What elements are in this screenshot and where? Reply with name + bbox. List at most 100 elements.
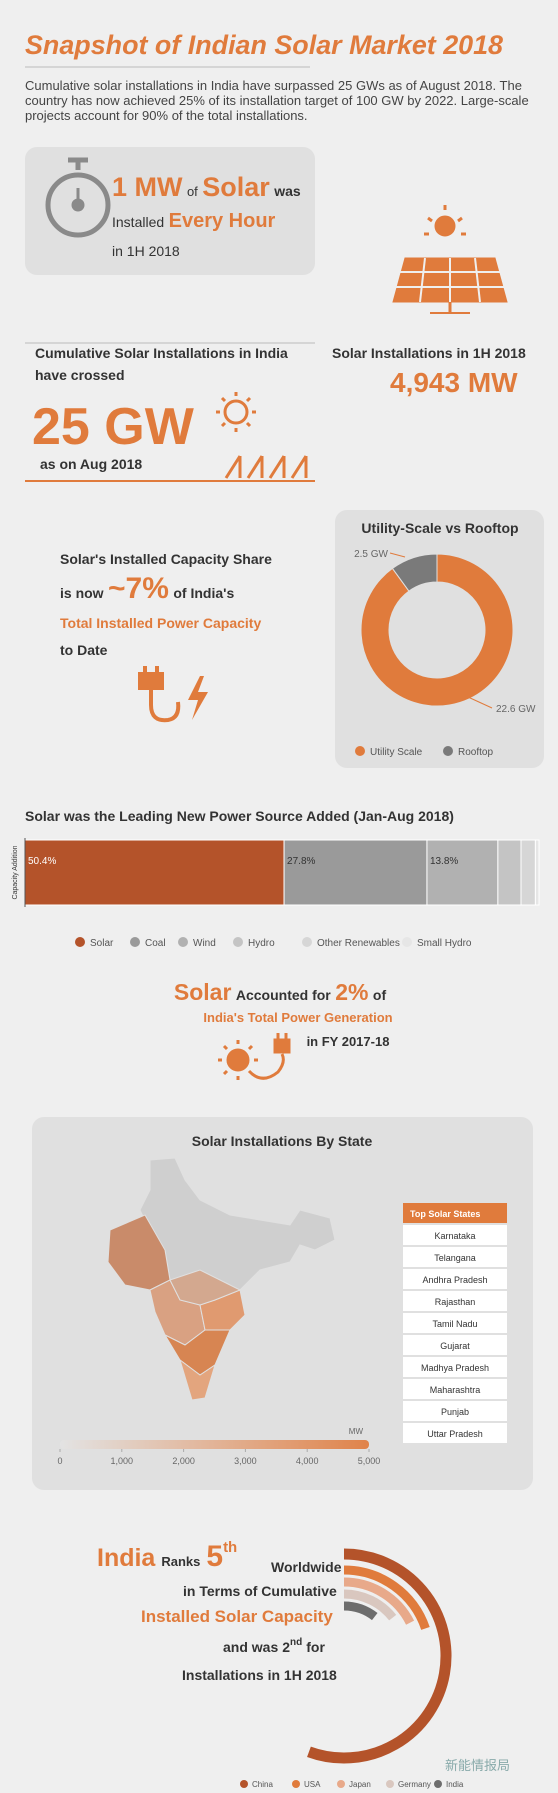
ranking-line1: India Ranks 5th: [97, 1539, 237, 1573]
legend-label: Hydro: [248, 938, 275, 949]
share-line4: to Date: [60, 642, 108, 658]
donut-slice: [360, 553, 514, 707]
legend-swatch: [302, 937, 312, 947]
table-row: [403, 1225, 507, 1245]
table-row: [403, 1423, 507, 1443]
hourly-line2: Installed Every Hour: [112, 210, 276, 232]
table-cell: Telangana: [434, 1253, 476, 1263]
generation-line3: in FY 2017-18: [307, 1034, 390, 1049]
ranking-india: India: [97, 1544, 156, 1572]
ranking-line3: Installed Solar Capacity: [141, 1607, 333, 1626]
bar-segment: [426, 839, 499, 906]
india-map: [107, 1157, 336, 1401]
table-row: [403, 1335, 507, 1355]
ranking-ranks: Ranks: [161, 1554, 200, 1569]
legend-swatch: [434, 1780, 442, 1788]
generation-line2: India's Total Power Generation: [203, 1010, 392, 1025]
t: 2: [282, 1639, 290, 1655]
cumulative-label: Cumulative Solar Installations in India: [35, 345, 288, 361]
title: Snapshot of Indian Solar Market 2018: [25, 30, 503, 60]
legend-label: Other Renewables: [317, 938, 400, 949]
bar-segment: [520, 839, 536, 906]
share-line3: Total Installed Power Capacity: [60, 615, 261, 631]
table-row: [403, 1379, 507, 1399]
table-header-text: Top Solar States: [410, 1209, 480, 1219]
legend-swatch: [355, 746, 365, 756]
legend-swatch: [178, 937, 188, 947]
x-tick-label: 1,000: [111, 1456, 134, 1466]
table-cell: Madhya Pradesh: [421, 1363, 489, 1373]
table-cell: Karnataka: [434, 1231, 475, 1241]
share-line2: is now ~7% of India's: [60, 572, 234, 605]
radial-bar: [343, 1589, 397, 1621]
leader-line: [467, 696, 493, 709]
x-tick-label: 3,000: [234, 1456, 257, 1466]
generation-line1: Solar Accounted for 2% of: [174, 979, 387, 1005]
cumulative-date: as on Aug 2018: [40, 456, 142, 472]
radial-bar: [343, 1577, 415, 1625]
t: for: [306, 1639, 325, 1655]
legend-swatch: [402, 937, 412, 947]
x-tick-label: 0: [57, 1456, 62, 1466]
table-cell: Gujarat: [440, 1341, 470, 1351]
bar-segment: [24, 839, 285, 906]
table-cell: Maharashtra: [430, 1385, 481, 1395]
ranking-suffix: th: [223, 1539, 237, 1556]
legend-swatch: [292, 1780, 300, 1788]
leader-line: [389, 552, 406, 558]
data-label: 22.6 GW: [496, 704, 536, 715]
radial-bar: [343, 1565, 430, 1630]
colorbar-unit: MW: [349, 1427, 364, 1436]
legend-swatch: [233, 937, 243, 947]
ranking-worldwide: Worldwide: [271, 1559, 342, 1575]
plug-icon: [138, 666, 208, 723]
sun-panel-icon: [216, 392, 308, 479]
colorbar: [60, 1440, 369, 1449]
sun-plug-icon: [218, 1033, 291, 1080]
legend-label: Solar: [90, 938, 114, 949]
table-row: [403, 1269, 507, 1289]
data-label: 27.8%: [287, 856, 315, 867]
table-row: [403, 1401, 507, 1421]
hourly-line1: 1 MW of Solar was: [112, 172, 301, 202]
legend-label: Japan: [349, 1780, 371, 1789]
legend-swatch: [443, 746, 453, 756]
table-cell: Andhra Pradesh: [422, 1275, 487, 1285]
table-row: [403, 1291, 507, 1311]
legend-label: China: [252, 1780, 273, 1789]
legend-label: Coal: [145, 938, 166, 949]
h1-value: 4,943 MW: [390, 367, 518, 398]
legend-swatch: [130, 937, 140, 947]
table-row: [403, 1357, 507, 1377]
ranking-rank: 5: [206, 1540, 223, 1573]
ranking-line4: and was 2nd for: [223, 1637, 325, 1655]
data-label: 50.4%: [28, 856, 56, 867]
legend-swatch: [75, 937, 85, 947]
legend-swatch: [240, 1780, 248, 1788]
h1-label: Solar Installations in 1H 2018: [332, 345, 526, 361]
stopwatch-icon: [45, 157, 111, 238]
intro: Cumulative solar installations in India …: [25, 78, 529, 123]
legend-label: Rooftop: [458, 747, 493, 758]
hourly-line3: in 1H 2018: [112, 243, 180, 259]
table-header: [403, 1203, 507, 1223]
legend-label: Small Hydro: [417, 938, 472, 949]
legend-swatch: [386, 1780, 394, 1788]
cumulative-value: 25 GW: [32, 398, 195, 456]
legend-label: Utility Scale: [370, 747, 423, 758]
ranking-line5: Installations in 1H 2018: [182, 1667, 337, 1683]
share-line1: Solar's Installed Capacity Share: [60, 551, 272, 567]
donut-slice: [391, 553, 438, 592]
cumulative-label: have crossed: [35, 367, 125, 383]
table-cell: Punjab: [441, 1407, 469, 1417]
x-tick-label: 5,000: [358, 1456, 381, 1466]
t: and was: [223, 1639, 278, 1655]
y-axis-label: Capacity Addition: [12, 845, 19, 899]
legend-label: USA: [304, 1780, 321, 1789]
bar-segment: [534, 839, 540, 906]
radial-bar: [343, 1601, 378, 1621]
x-tick-label: 4,000: [296, 1456, 319, 1466]
solar-panel-icon: [392, 205, 508, 314]
